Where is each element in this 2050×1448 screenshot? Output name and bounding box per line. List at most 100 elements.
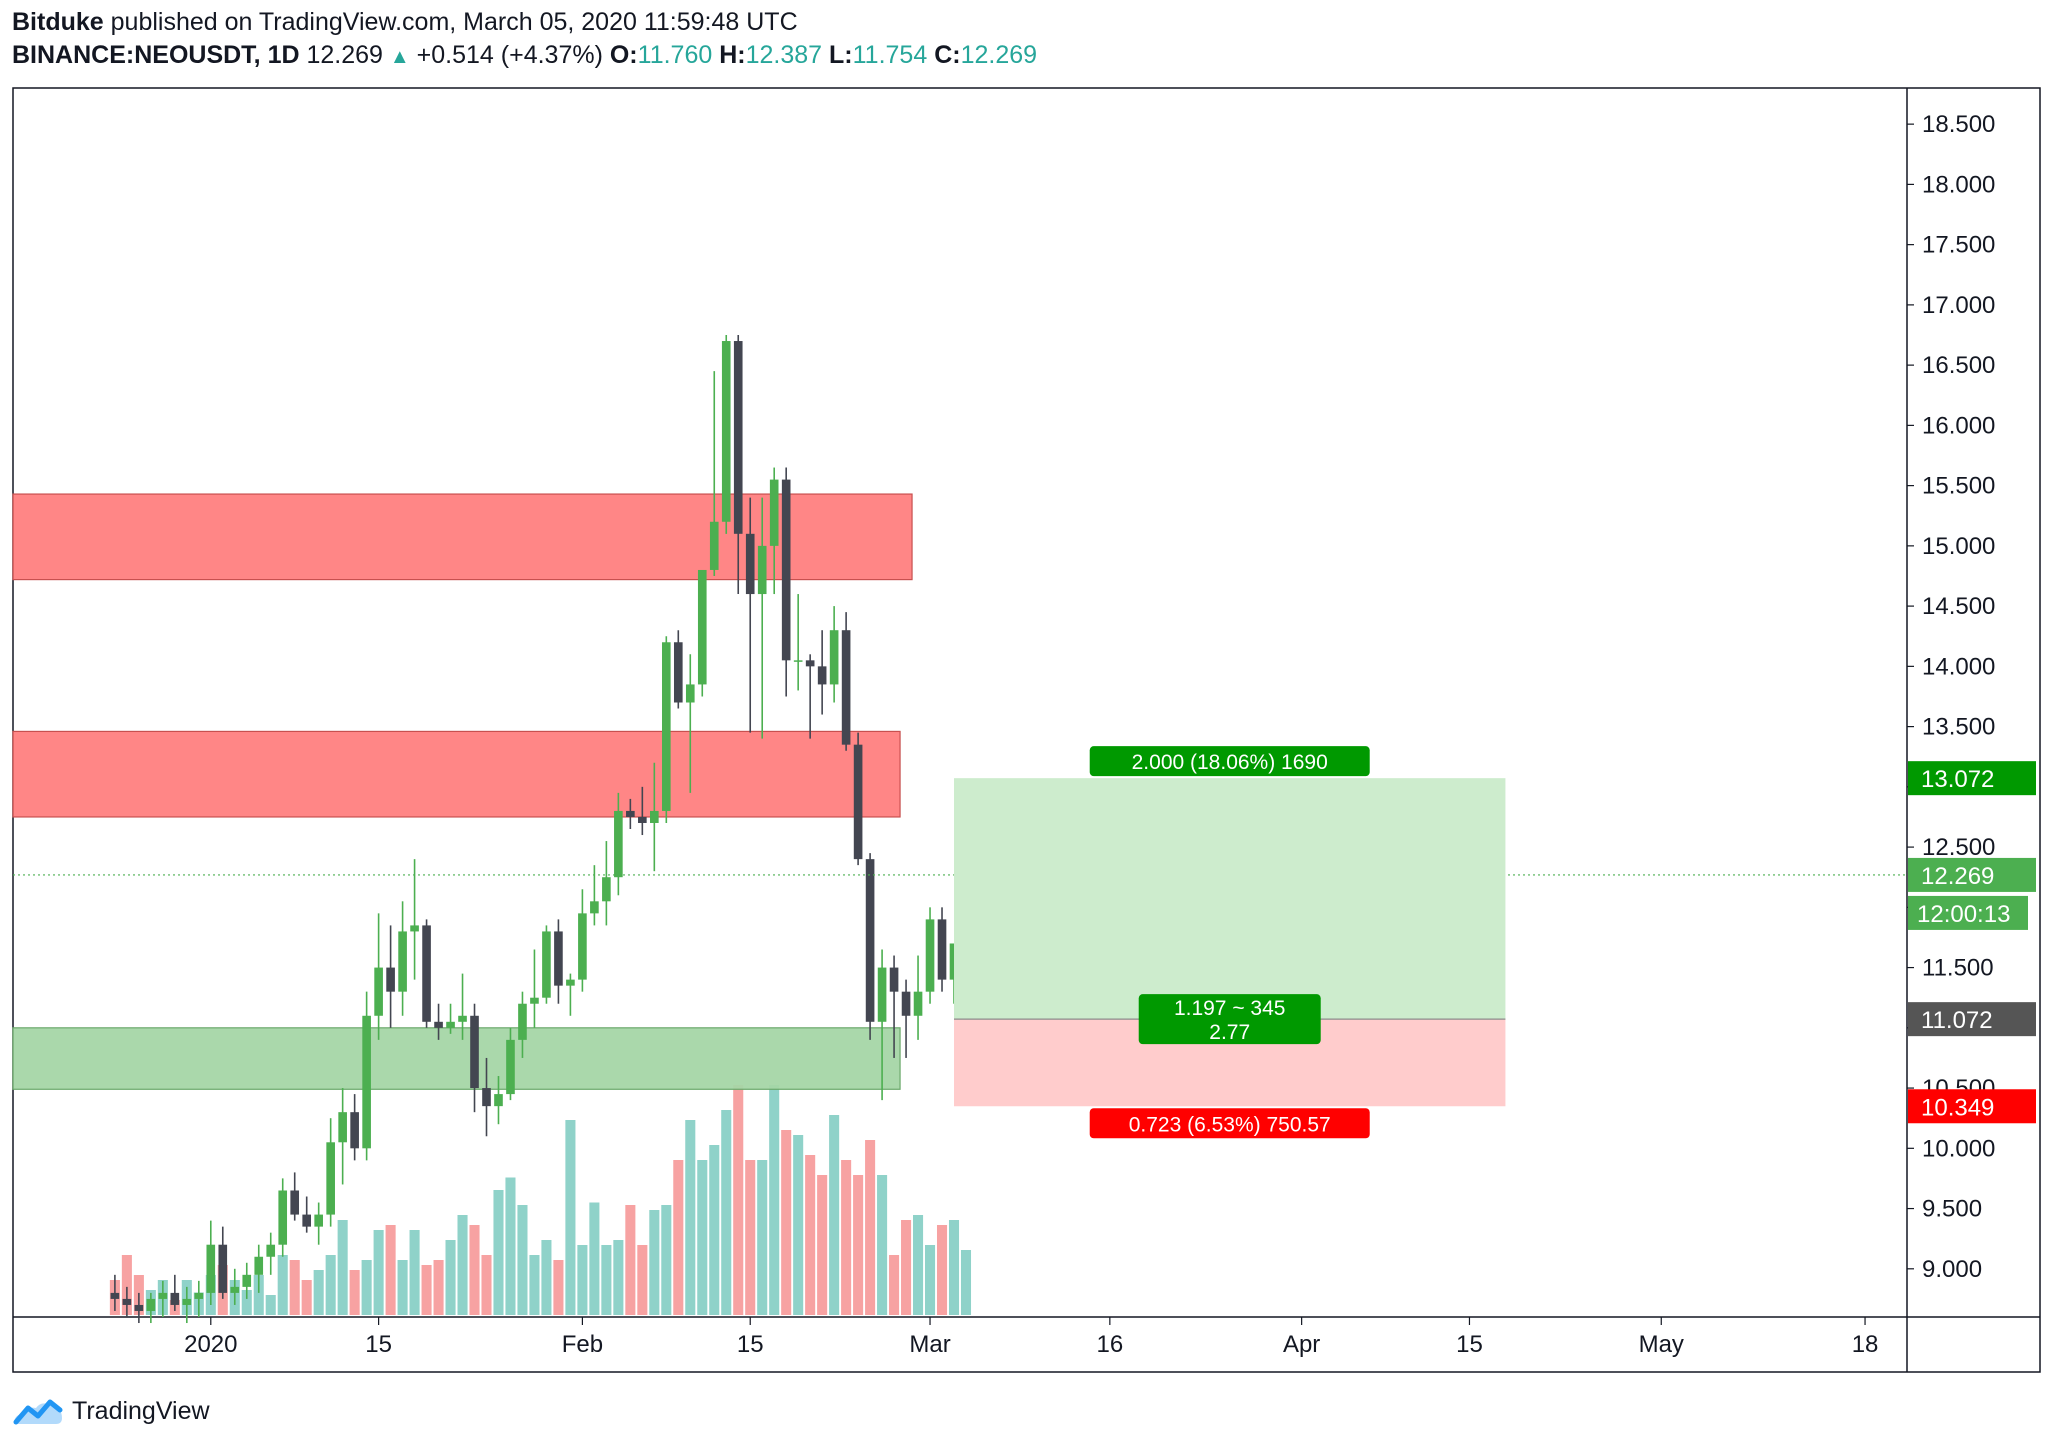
- volume-bar: [613, 1240, 624, 1315]
- volume-bar: [913, 1215, 924, 1315]
- candle-body: [458, 1015, 467, 1022]
- candle-body: [937, 919, 947, 980]
- volume-bar: [529, 1255, 540, 1315]
- candle-body: [146, 1298, 156, 1311]
- volume-bar: [541, 1240, 552, 1315]
- y-tick-label: 12.500: [1922, 834, 1995, 861]
- candle-body: [554, 931, 563, 986]
- y-tick-label: 14.000: [1922, 653, 1995, 680]
- volume-bar: [637, 1245, 648, 1315]
- candle-body: [386, 967, 395, 992]
- candle-body: [590, 901, 599, 914]
- volume-bar: [697, 1160, 708, 1315]
- candle-body: [326, 1142, 335, 1215]
- volume-bar: [289, 1260, 300, 1315]
- candle-body: [578, 913, 587, 980]
- axis-stop-text: 10.349: [1921, 1094, 1994, 1121]
- y-tick-label: 18.500: [1922, 111, 1995, 138]
- author-name[interactable]: Bitduke: [12, 8, 104, 36]
- x-tick-label: 15: [1456, 1331, 1483, 1358]
- volume-bar: [733, 1085, 744, 1315]
- candle-body: [134, 1304, 144, 1311]
- low-label: L:: [829, 41, 853, 69]
- symbol-label[interactable]: BINANCE:NEOUSDT, 1D: [12, 41, 300, 69]
- volume-bar: [505, 1177, 516, 1315]
- volume-bar: [901, 1220, 912, 1315]
- candle-body: [901, 991, 911, 1016]
- chart-frame: [12, 87, 2041, 1373]
- volume-bar: [121, 1255, 132, 1315]
- candle-body: [434, 1021, 443, 1028]
- volume-bar: [385, 1225, 396, 1315]
- volume-bar: [517, 1205, 528, 1315]
- volume-bar: [577, 1245, 588, 1315]
- x-tick-label: 16: [1096, 1331, 1123, 1358]
- axis-target-text: 13.072: [1921, 766, 1994, 793]
- entry-label-box: [1138, 994, 1321, 1045]
- volume-bar: [445, 1240, 456, 1315]
- y-tick-label: 13.500: [1922, 714, 1995, 741]
- candle-body: [278, 1190, 288, 1245]
- candle-body: [925, 919, 935, 992]
- candle-body: [206, 1244, 216, 1293]
- candle-body: [829, 630, 839, 685]
- volume-bar: [373, 1230, 384, 1315]
- candle-body: [506, 1039, 515, 1095]
- axis-entry-bg: [1908, 1002, 2036, 1037]
- volume-bar: [301, 1280, 312, 1315]
- volume-bar: [793, 1135, 804, 1315]
- candle-body: [518, 1003, 527, 1040]
- candle-body: [494, 1094, 503, 1107]
- volume-bar: [960, 1250, 972, 1315]
- volume-bar: [745, 1160, 756, 1315]
- open-label: O:: [609, 41, 638, 69]
- entry-label-text: 2.77: [1209, 1021, 1250, 1044]
- y-tick-label: 17.500: [1922, 232, 1995, 259]
- y-tick-label: 16.500: [1922, 352, 1995, 379]
- candle-body: [949, 943, 959, 980]
- close-label: C:: [934, 41, 961, 69]
- candle-body: [697, 569, 707, 685]
- candle-body: [374, 967, 383, 1016]
- candle-body: [709, 521, 719, 570]
- publish-info: published on TradingView.com, March 05, …: [110, 8, 798, 36]
- volume-bar: [685, 1120, 696, 1315]
- candle-body: [170, 1292, 180, 1305]
- axis-countdown-text: 12:00:13: [1917, 901, 2010, 928]
- volume-bar: [241, 1290, 252, 1315]
- candle-body: [865, 859, 875, 1022]
- candle-body: [602, 877, 611, 902]
- candle-body: [122, 1298, 132, 1305]
- candle-body: [482, 1088, 491, 1107]
- tradingview-branding[interactable]: TradingView: [12, 1396, 210, 1426]
- candle-body: [266, 1244, 276, 1257]
- last-price: 12.269: [306, 41, 383, 69]
- close-value: 12.269: [960, 41, 1038, 69]
- candle-body: [218, 1244, 228, 1293]
- volume-bar: [757, 1160, 768, 1315]
- y-tick-label: 9.000: [1922, 1256, 1982, 1283]
- tradingview-brand-text: TradingView: [72, 1396, 210, 1425]
- candle-body: [230, 1286, 240, 1293]
- candle-body: [158, 1292, 168, 1299]
- chart-header: Bitduke published on TradingView.com, Ma…: [12, 6, 2042, 74]
- candle-body: [614, 810, 623, 878]
- candle-body: [841, 630, 851, 745]
- candle-body: [338, 1112, 347, 1143]
- volume-bar: [625, 1205, 636, 1315]
- candle-body: [685, 684, 695, 703]
- candle-body: [410, 925, 419, 932]
- candle-body: [362, 1015, 371, 1149]
- candle-body: [877, 967, 887, 1022]
- candle-body: [745, 533, 755, 595]
- target-label-text: 2.000 (18.06%) 1690: [1132, 751, 1328, 774]
- x-tick-label: 18: [1852, 1331, 1879, 1358]
- candle-body: [446, 1021, 455, 1028]
- volume-bar: [493, 1190, 504, 1315]
- volume-bar: [361, 1260, 372, 1315]
- symbol-line: BINANCE:NEOUSDT, 1D 12.269 ▲ +0.514 (+4.…: [12, 39, 2042, 74]
- candle-body: [805, 660, 815, 667]
- candle-body: [650, 810, 659, 823]
- volume-bar: [553, 1260, 564, 1315]
